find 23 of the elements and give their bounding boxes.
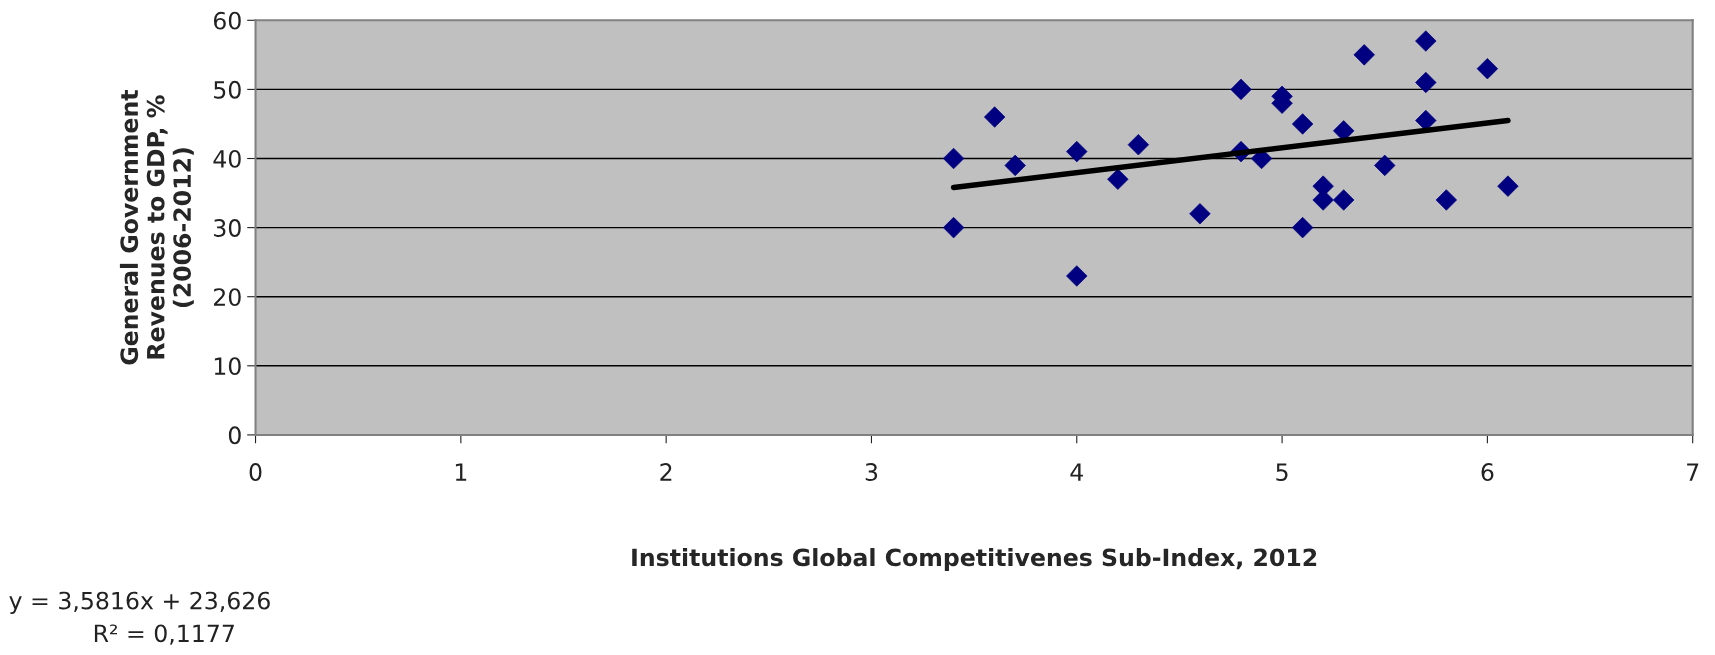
y-tick-label: 60 [213, 11, 241, 30]
x-tick-label: 5 [1276, 463, 1288, 481]
x-tick-label: 7 [1687, 463, 1699, 481]
point [1374, 154, 1396, 177]
x-tick-label: 3 [865, 463, 878, 481]
x-tick-label: 2 [660, 463, 672, 481]
point [942, 147, 965, 170]
y-tick-label: 10 [214, 357, 241, 376]
point [1415, 30, 1437, 52]
text: R² = 0,1177 [94, 624, 234, 645]
y-tick-label: 0 [228, 426, 241, 445]
y-tick-label: 30 [214, 219, 241, 237]
x-tick-label: 4 [1070, 463, 1083, 481]
y-axis-title: General Government Revenues to GDP, % (2006-2012) [119, 90, 194, 365]
x-tick-label: 0 [249, 463, 262, 481]
y-tick-label: 50 [214, 80, 241, 99]
point [1291, 216, 1314, 239]
x-tick-label: 6 [1481, 463, 1494, 481]
x-tick-label: 1 [455, 463, 467, 481]
y-tick-label: 40 [213, 149, 241, 168]
text: y = 3,5816x + 23,626 [9, 591, 270, 615]
y-tick-label: 20 [214, 288, 241, 307]
x-axis-title: Institutions Global Competitivenes Sub-Index, 2012 [632, 548, 1317, 571]
